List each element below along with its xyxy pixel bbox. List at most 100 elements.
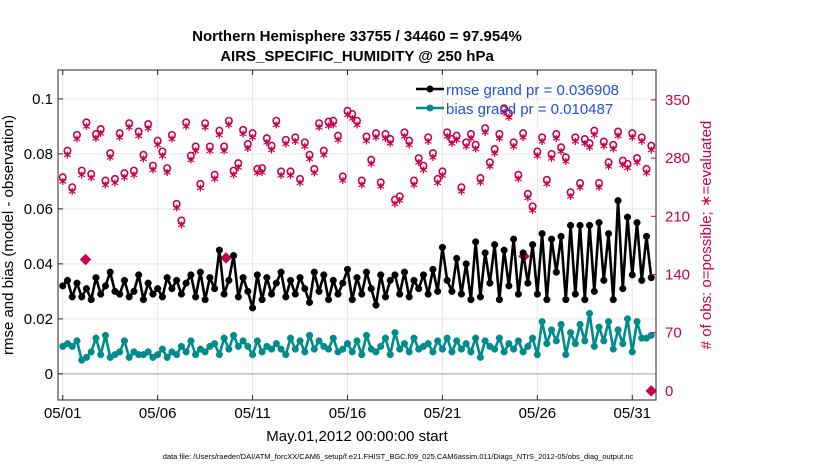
- rmse-point: [97, 290, 105, 298]
- rmse-point: [334, 290, 342, 298]
- bias-point: [234, 342, 242, 350]
- obs-possible-point: [457, 183, 466, 192]
- chart-title: Northern Hemisphere 33755 / 34460 = 97.9…: [192, 28, 522, 45]
- obs-possible-markers: [58, 104, 656, 225]
- bias-point: [609, 345, 617, 353]
- obs-evaluated-point: *: [401, 130, 409, 148]
- rmse-point: [614, 197, 622, 205]
- obs-evaluated-point: *: [562, 155, 570, 173]
- obs-possible-point: [414, 154, 423, 163]
- obs-possible-point: [248, 129, 257, 138]
- bias-point: [633, 318, 641, 326]
- obs-evaluated-point: *: [581, 137, 589, 155]
- rmse-point: [234, 293, 242, 301]
- rmse-point: [87, 296, 95, 304]
- obs-evaluated-point: *: [154, 138, 162, 156]
- obs-possible-point: [523, 189, 532, 198]
- rmse-point: [524, 279, 532, 287]
- rmse-point: [500, 246, 508, 254]
- rmse-point: [206, 274, 214, 282]
- bias-point: [595, 323, 603, 331]
- rmse-point: [324, 296, 333, 304]
- rmse-point: [576, 221, 584, 229]
- rmse-point: [429, 265, 437, 273]
- obs-evaluated-point: *: [111, 177, 119, 195]
- bias-point: [552, 337, 560, 345]
- rmse-point: [505, 282, 513, 290]
- obs-possible-point: [362, 132, 371, 141]
- rmse-point: [92, 274, 100, 282]
- bias-point: [514, 337, 522, 345]
- bias-point: [182, 348, 190, 356]
- obs-evaluated-point: *: [548, 152, 556, 170]
- obs-possible-point: [220, 142, 229, 151]
- rmse-point: [628, 271, 636, 279]
- obs-possible-point: [324, 117, 333, 126]
- rmse-point: [220, 290, 228, 298]
- bias-point: [481, 337, 489, 345]
- obs-evaluated-point: *: [391, 197, 399, 215]
- rmse-point: [282, 293, 290, 301]
- obs-evaluated-point: *: [643, 167, 651, 185]
- y2-axis-ticks: 0 70 140 210 280 350: [651, 92, 690, 400]
- y-tick-label: 0.08: [24, 146, 53, 163]
- rmse-point: [215, 246, 223, 254]
- obs-evaluated-point: *: [605, 160, 613, 178]
- obs-possible-point: [604, 158, 613, 167]
- bias-point: [211, 340, 219, 348]
- rmse-point: [343, 265, 352, 273]
- y-tick-label: 0.02: [24, 311, 53, 328]
- bias-point: [324, 345, 333, 353]
- bias-point: [400, 340, 409, 348]
- rmse-point: [144, 279, 152, 287]
- rmse-point: [239, 274, 247, 282]
- obs-possible-point: [296, 174, 305, 183]
- obs-possible-point: [352, 116, 361, 125]
- obs-possible-point: [500, 104, 509, 113]
- y2-tick-label: 210: [665, 208, 690, 225]
- rmse-point: [149, 290, 157, 298]
- obs-possible-point: [357, 176, 366, 185]
- obs-evaluated-point: *: [609, 143, 617, 161]
- rmse-point: [358, 290, 366, 298]
- bias-point: [571, 340, 579, 348]
- bias-point: [457, 345, 465, 353]
- obs-possible-point: [466, 130, 475, 139]
- bias-point: [453, 337, 461, 345]
- bias-point: [510, 345, 518, 353]
- obs-evaluated-point: *: [263, 136, 271, 154]
- rmse-point: [571, 290, 579, 298]
- rmse-point: [567, 221, 575, 229]
- rmse-point: [101, 282, 110, 290]
- obs-possible-point: [609, 140, 618, 149]
- obs-evaluated-point: *: [177, 218, 185, 236]
- rmse-point: [211, 285, 219, 293]
- obs-evaluated-point: *: [557, 145, 565, 163]
- obs-evaluated-point: *: [543, 178, 551, 196]
- rmse-point: [116, 290, 124, 298]
- rmse-point: [586, 221, 594, 229]
- y-tick-label: 0: [45, 366, 53, 383]
- obs-possible-point: [58, 173, 67, 182]
- obs-evaluated-point: *: [348, 112, 356, 130]
- obs-evaluated-point: *: [315, 121, 323, 139]
- obs-evaluated-point: *: [382, 132, 390, 150]
- obs-possible-point: [633, 154, 642, 163]
- rmse-point: [604, 230, 613, 238]
- rmse-point: [192, 293, 200, 301]
- obs-possible-point: [490, 144, 499, 153]
- rmse-point: [272, 279, 280, 287]
- obs-possible-point: [144, 120, 153, 129]
- rmse-point: [590, 287, 598, 295]
- obs-possible-point: [191, 142, 200, 151]
- obs-possible-point: [409, 176, 418, 185]
- obs-evaluated-point: *: [234, 161, 242, 179]
- x-tick-label: 05/01: [44, 405, 82, 422]
- obs-evaluated-point: *: [201, 121, 209, 139]
- bias-point: [434, 337, 442, 345]
- rmse-point: [249, 304, 257, 312]
- bias-point: [524, 342, 532, 350]
- obs-possible-point: [424, 133, 433, 142]
- rmse-point: [481, 249, 489, 257]
